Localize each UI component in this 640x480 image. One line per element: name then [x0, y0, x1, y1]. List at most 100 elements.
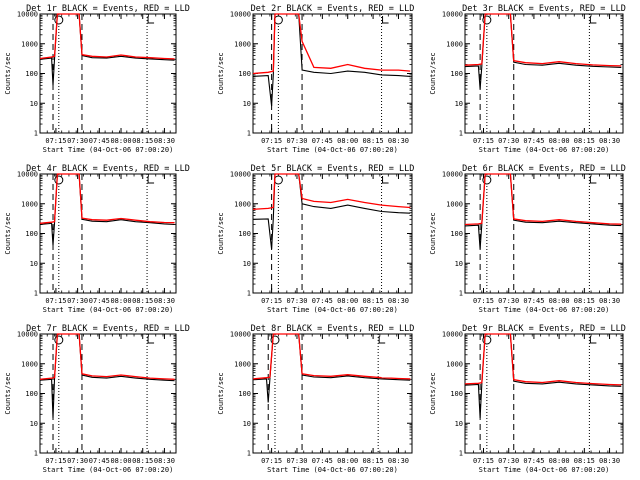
x-tick-label: 07:45 [312, 137, 333, 145]
x-tick-label: 08:15 [363, 457, 384, 465]
y-tick-label: 100 [450, 390, 463, 398]
x-tick-label: 08:00 [110, 297, 131, 305]
x-tick-label: 08:00 [337, 297, 358, 305]
y-tick-label: 10000 [17, 11, 38, 19]
x-tick-label: 08:15 [132, 137, 153, 145]
x-axis-label: Start Time (04-Oct-06 07:00:20) [43, 466, 174, 474]
x-tick-label: 08:30 [388, 297, 409, 305]
x-tick-label: 07:30 [286, 457, 307, 465]
y-tick-label: 10000 [17, 171, 38, 179]
chart-panel: Det 2r BLACK = Events, RED = LLD 1 10 100 10… [217, 4, 414, 154]
y-tick-label: 1 [247, 450, 251, 458]
series-line [252, 173, 411, 210]
x-tick-label: 08:30 [599, 137, 620, 145]
series-line [464, 13, 622, 90]
y-tick-label: 10 [30, 260, 38, 268]
marker-box-c [54, 335, 64, 345]
x-axis-label: Start Time (04-Oct-06 07:00:20) [479, 146, 610, 154]
y-axis-label: Counts/sec [4, 212, 12, 254]
x-tick-label: 07:45 [312, 297, 333, 305]
plot-frame [252, 173, 413, 294]
y-tick-label: 10 [455, 100, 463, 108]
y-axis-label: Counts/sec [217, 372, 225, 414]
series-line [39, 13, 175, 60]
marker-box-l [382, 16, 389, 24]
plot-frame [464, 333, 624, 454]
y-tick-label: 1000 [21, 40, 38, 48]
x-tick-label: 08:00 [549, 297, 570, 305]
y-tick-label: 100 [25, 390, 38, 398]
marker-box-c [54, 15, 64, 25]
x-tick-label: 08:30 [154, 457, 175, 465]
y-tick-label: 1 [247, 130, 251, 138]
y-tick-label: 10 [243, 100, 251, 108]
y-tick-label: 1 [459, 450, 463, 458]
x-tick-label: 08:00 [110, 137, 131, 145]
y-tick-label: 10 [30, 420, 38, 428]
x-tick-label: 07:30 [286, 137, 307, 145]
marker-box-l [589, 336, 597, 344]
y-axis-label: Counts/sec [429, 52, 437, 94]
x-tick-label: 07:15 [473, 297, 494, 305]
y-tick-label: 100 [238, 390, 251, 398]
x-tick-label: 08:30 [388, 137, 409, 145]
chart-title: Det 5r BLACK = Events, RED = LLD [251, 164, 415, 174]
x-tick-label: 07:30 [498, 457, 519, 465]
y-axis-label: Counts/sec [4, 52, 12, 94]
x-tick-label: 07:15 [45, 137, 66, 145]
y-tick-label: 100 [25, 70, 38, 78]
x-tick-label: 07:45 [312, 457, 333, 465]
y-tick-label: 1000 [21, 200, 38, 208]
y-tick-label: 10 [243, 420, 251, 428]
x-tick-label: 08:15 [363, 297, 384, 305]
chart-panel: Det 5r BLACK = Events, RED = LLD 1 10 100 10… [217, 164, 414, 314]
series-line [252, 333, 411, 380]
y-tick-label: 1 [247, 290, 251, 298]
y-tick-label: 1000 [234, 360, 251, 368]
y-tick-label: 10 [455, 420, 463, 428]
x-tick-label: 08:15 [574, 137, 595, 145]
x-tick-label: 07:15 [45, 297, 66, 305]
chart-panel: Det 6r BLACK = Events, RED = LLD 1 10 100 10… [429, 164, 626, 314]
x-tick-label: 07:45 [523, 297, 544, 305]
chart-panel: Det 9r BLACK = Events, RED = LLD 1 10 100 10… [429, 324, 626, 474]
x-tick-label: 08:15 [363, 137, 384, 145]
y-tick-label: 100 [238, 70, 251, 78]
chart-title: Det 8r BLACK = Events, RED = LLD [251, 324, 415, 334]
x-tick-label: 07:15 [261, 137, 282, 145]
series-line [252, 13, 411, 107]
y-tick-label: 1 [34, 450, 38, 458]
plot-frame [252, 333, 413, 454]
x-tick-label: 07:15 [45, 457, 66, 465]
y-tick-label: 10000 [230, 331, 251, 339]
x-tick-label: 07:45 [523, 137, 544, 145]
chart-title: Det 4r BLACK = Events, RED = LLD [26, 164, 190, 174]
x-tick-label: 08:00 [549, 137, 570, 145]
y-tick-label: 10 [243, 260, 251, 268]
marker-box-c [273, 15, 283, 25]
y-axis-label: Counts/sec [429, 372, 437, 414]
series-line [464, 13, 622, 67]
chart-panel: Det 3r BLACK = Events, RED = LLD 1 10 100 10… [429, 4, 626, 154]
plot-frame [39, 333, 177, 454]
series-line [252, 333, 411, 403]
marker-box-l [147, 176, 155, 184]
y-axis-label: Counts/sec [429, 212, 437, 254]
x-tick-label: 08:30 [388, 457, 409, 465]
y-tick-label: 1000 [21, 360, 38, 368]
y-tick-label: 1000 [446, 40, 463, 48]
x-tick-label: 08:30 [599, 457, 620, 465]
series-line [39, 13, 175, 86]
chart-panel: Det 1r BLACK = Events, RED = LLD 1 10 100 10… [4, 4, 190, 154]
y-tick-label: 10000 [230, 171, 251, 179]
plot-frame [39, 13, 177, 134]
series-line [464, 173, 622, 226]
plot-frame [464, 173, 624, 294]
series-line [464, 333, 622, 386]
y-tick-label: 1000 [234, 40, 251, 48]
chart-title: Det 9r BLACK = Events, RED = LLD [462, 324, 626, 334]
x-tick-label: 07:30 [498, 137, 519, 145]
y-tick-label: 1 [34, 130, 38, 138]
